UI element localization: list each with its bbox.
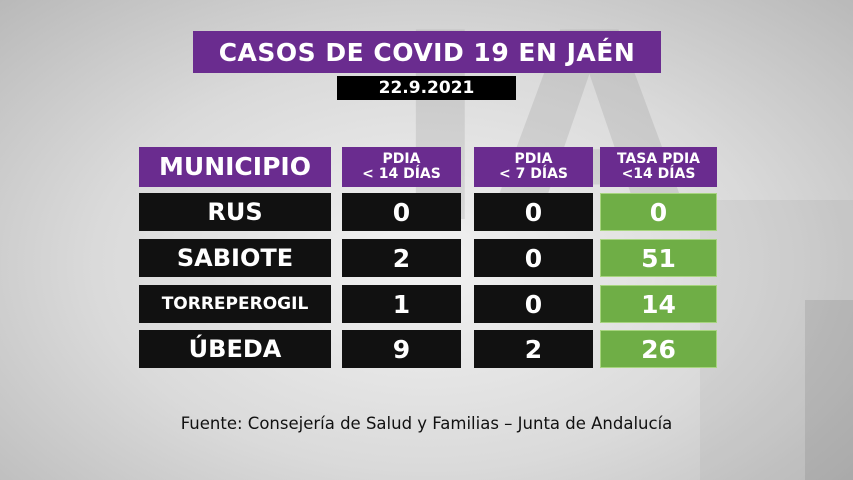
row-tasa: 51 bbox=[600, 239, 717, 277]
row-pdia-14: 0 bbox=[342, 193, 461, 231]
header-tasa-pdia: TASA PDIA <14 DÍAS bbox=[600, 147, 717, 187]
header-pdia-14: PDIA < 14 DÍAS bbox=[342, 147, 461, 187]
header-tasa-line2: <14 DÍAS bbox=[621, 166, 696, 182]
row-tasa: 14 bbox=[600, 285, 717, 323]
row-pdia-7: 0 bbox=[474, 285, 593, 323]
row-pdia-7: 2 bbox=[474, 330, 593, 368]
header-pdia-7-line1: PDIA bbox=[514, 150, 553, 167]
row-pdia-14: 2 bbox=[342, 239, 461, 277]
row-municipio: ÚBEDA bbox=[139, 330, 331, 368]
row-pdia-14: 1 bbox=[342, 285, 461, 323]
row-tasa: 26 bbox=[600, 330, 717, 368]
page-title: CASOS DE COVID 19 EN JAÉN bbox=[193, 31, 661, 73]
row-pdia-14: 9 bbox=[342, 330, 461, 368]
row-municipio: TORREPEROGIL bbox=[139, 285, 331, 323]
row-municipio: SABIOTE bbox=[139, 239, 331, 277]
background-shape bbox=[805, 300, 853, 480]
date-badge: 22.9.2021 bbox=[337, 76, 516, 100]
row-pdia-7: 0 bbox=[474, 239, 593, 277]
header-pdia-14-line1: PDIA bbox=[382, 150, 421, 167]
row-pdia-7: 0 bbox=[474, 193, 593, 231]
header-tasa-line1: TASA PDIA bbox=[616, 150, 700, 167]
header-pdia-14-line2: < 14 DÍAS bbox=[362, 166, 441, 182]
background-shape bbox=[700, 200, 853, 480]
header-pdia-7: PDIA < 7 DÍAS bbox=[474, 147, 593, 187]
row-tasa: 0 bbox=[600, 193, 717, 231]
header-municipio: MUNICIPIO bbox=[139, 147, 331, 187]
header-pdia-7-line2: < 7 DÍAS bbox=[499, 166, 568, 182]
row-municipio: RUS bbox=[139, 193, 331, 231]
source-caption: Fuente: Consejería de Salud y Familias –… bbox=[180, 414, 673, 433]
